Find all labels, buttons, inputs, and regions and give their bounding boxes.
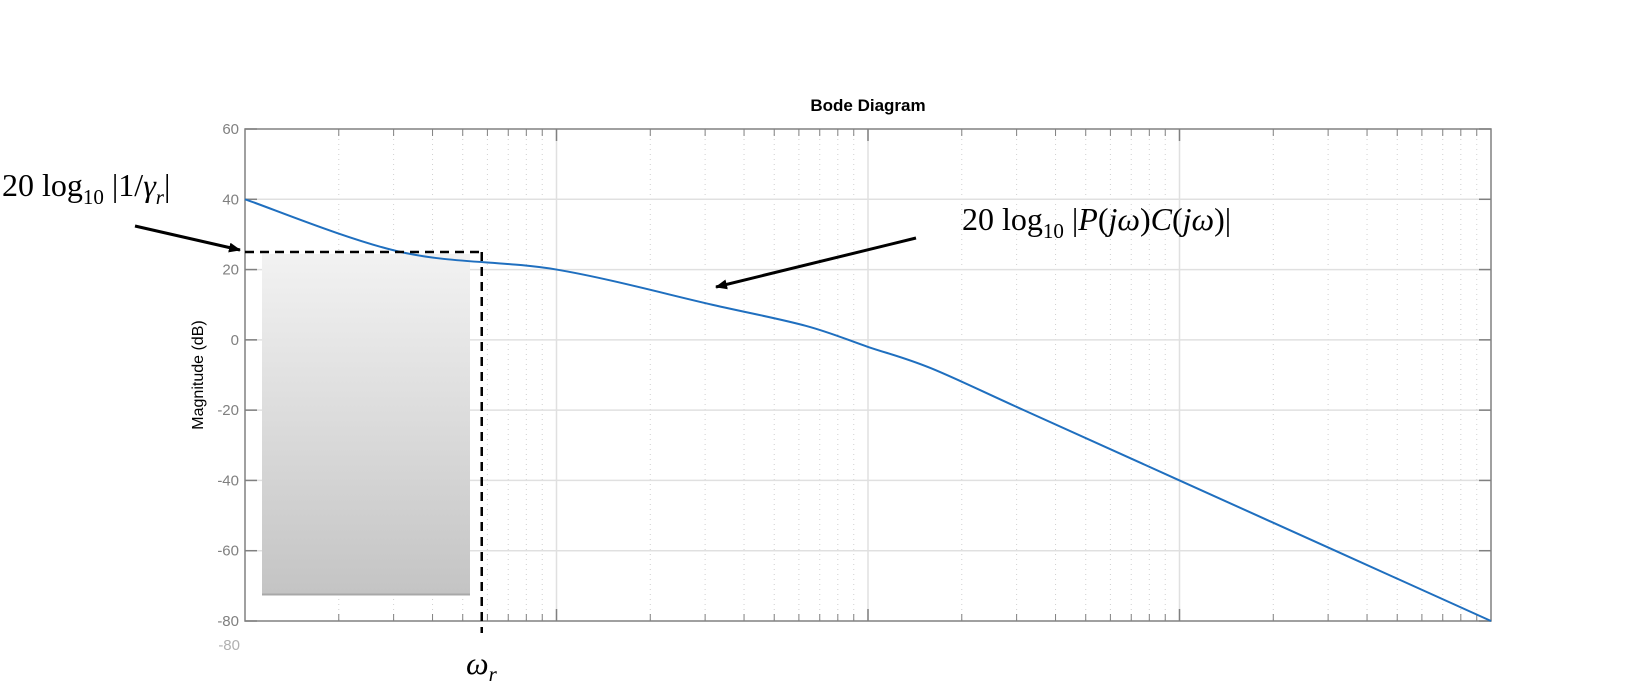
y-tick-marks: [245, 128, 1491, 622]
y-tick-label: -60: [217, 543, 239, 560]
right-math-annotation: 20 log10 |P(jω)C(jω)|: [962, 201, 1231, 243]
y-axis-label: Magnitude (dB): [190, 320, 207, 429]
minor-grid: [338, 129, 1478, 621]
right-annotation-arrow: [715, 236, 917, 290]
clipped-tick-label: -80: [218, 637, 240, 654]
y-tick-label: 20: [222, 262, 239, 279]
svg-text:20 log10 |1/γr|: 20 log10 |1/γr|: [2, 167, 170, 209]
y-tick-label: -20: [217, 402, 239, 419]
left-math-annotation: 20 log10 |1/γr|: [2, 167, 170, 209]
svg-text:ωr: ωr: [466, 645, 498, 681]
svg-text:20 log10 |P(jω)C(jω)|: 20 log10 |P(jω)C(jω)|: [962, 201, 1231, 243]
y-tick-label: 60: [222, 121, 239, 138]
y-tick-label: -80: [217, 613, 239, 630]
magnitude-curve: [244, 198, 1492, 622]
omega-r-label: ωr: [466, 645, 498, 681]
y-tick-label: 0: [231, 332, 239, 349]
chart-title: Bode Diagram: [810, 96, 925, 115]
y-tick-label: 40: [222, 191, 239, 208]
y-tick-labels: 60 40 20 0 -20 -40 -60 -80: [217, 121, 239, 630]
y-tick-label: -40: [217, 472, 239, 489]
x-tick-marks: [338, 129, 1478, 621]
occlusion-box: [262, 254, 470, 594]
left-annotation-arrow: [134, 224, 241, 253]
